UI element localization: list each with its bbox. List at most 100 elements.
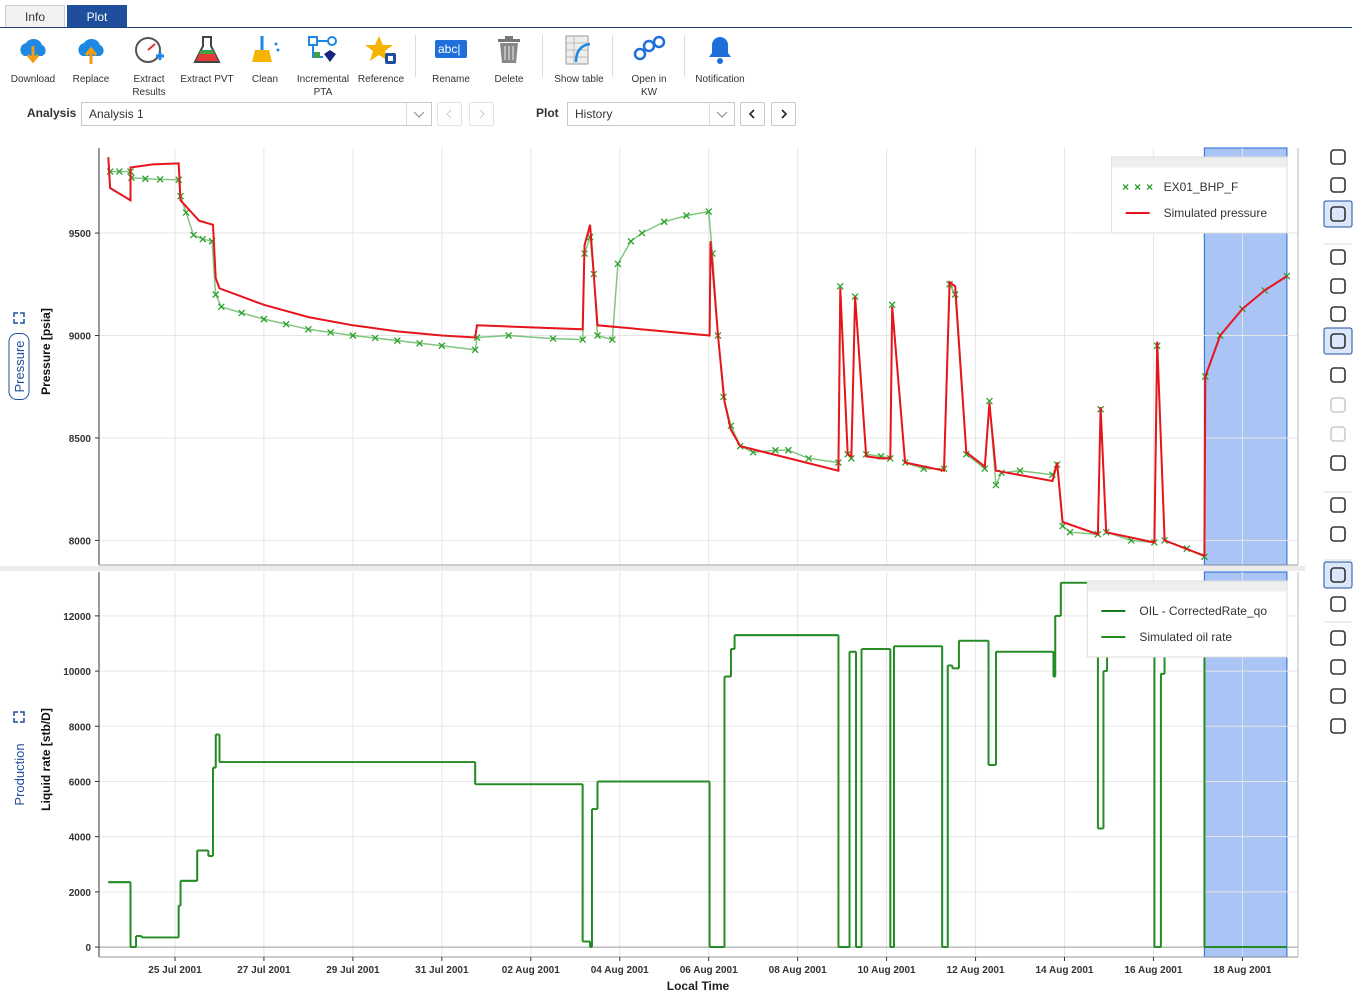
tool-button[interactable] xyxy=(1330,278,1346,294)
label: Rename xyxy=(432,74,470,85)
y-axis-title: Pressure [psia] xyxy=(39,308,53,395)
tool-glyph xyxy=(1330,367,1346,383)
toolbar-button[interactable]: Reference xyxy=(353,34,409,86)
toolbar-button[interactable]: Clean xyxy=(240,34,290,86)
marker xyxy=(416,339,424,347)
legend-header xyxy=(1112,157,1287,168)
tool-button[interactable] xyxy=(1323,327,1353,355)
y-tick-label: 9000 xyxy=(69,331,92,342)
panel-name[interactable]: Production xyxy=(12,743,27,805)
prev-button[interactable] xyxy=(740,102,765,126)
toolbar-button[interactable]: Show table xyxy=(551,34,607,86)
tool-button[interactable] xyxy=(1330,367,1346,383)
label: Extract PVT xyxy=(180,74,234,85)
x-tick-label: 08 Aug 2001 xyxy=(769,965,827,976)
plot-label: Plot xyxy=(536,106,559,120)
x-tick-label: 16 Aug 2001 xyxy=(1124,965,1182,976)
label: Extract Results xyxy=(132,74,166,98)
panel-button[interactable] xyxy=(8,332,30,401)
toolbar-button[interactable]: Delete xyxy=(481,34,537,86)
tool-button[interactable] xyxy=(1330,426,1346,442)
toolbar-button[interactable]: abc| Rename xyxy=(423,34,479,86)
toolbar-button[interactable]: Notification xyxy=(690,34,750,86)
marker xyxy=(784,446,792,454)
tool-glyph xyxy=(1330,526,1346,542)
icon xyxy=(135,37,164,63)
analysis-select[interactable]: Analysis 1 xyxy=(81,102,432,126)
icon xyxy=(498,36,520,63)
separator xyxy=(612,35,613,77)
tab[interactable]: Info xyxy=(5,5,65,27)
tool-glyph xyxy=(1330,567,1346,583)
tool-glyph xyxy=(1330,455,1346,471)
tool-button[interactable] xyxy=(1330,249,1346,265)
svg-text:abc|: abc| xyxy=(438,42,460,56)
tool-button[interactable] xyxy=(1330,688,1346,704)
icon xyxy=(308,36,337,62)
tool-button[interactable] xyxy=(1330,497,1346,513)
toolbar-button[interactable]: Open in KW xyxy=(627,34,671,99)
label: Notification xyxy=(695,74,745,85)
y-tick-label: 0 xyxy=(85,943,91,954)
next-button[interactable] xyxy=(771,102,796,126)
tool-button[interactable] xyxy=(1330,659,1346,675)
expand-icon[interactable] xyxy=(13,711,25,723)
marker xyxy=(156,175,164,183)
tool-glyph xyxy=(1330,306,1346,322)
x-tick-label: 04 Aug 2001 xyxy=(591,965,649,976)
marker xyxy=(282,320,290,328)
marker xyxy=(1059,522,1067,530)
legend-header xyxy=(1087,581,1287,592)
panel-name[interactable]: Pressure xyxy=(12,340,27,392)
tool-button[interactable] xyxy=(1330,718,1346,734)
tool-button[interactable] xyxy=(1323,200,1353,228)
marker xyxy=(705,208,713,215)
toolbar-button[interactable]: Replace xyxy=(63,34,119,86)
marker xyxy=(682,212,690,220)
tab-selected[interactable]: Plot xyxy=(67,5,127,27)
next-button[interactable] xyxy=(469,102,494,126)
marker xyxy=(888,301,896,309)
tool-button[interactable] xyxy=(1330,177,1346,193)
icon xyxy=(565,35,591,65)
y-tick-label: 4000 xyxy=(69,833,92,844)
marker xyxy=(805,454,813,462)
tool-button[interactable] xyxy=(1330,630,1346,646)
label: Incremental PTA xyxy=(296,74,350,98)
tool-glyph xyxy=(1330,177,1346,193)
y-tick-label: 2000 xyxy=(69,888,92,899)
tool-glyph xyxy=(1330,659,1346,675)
x-tick-label: 18 Aug 2001 xyxy=(1213,965,1271,976)
toolbar-button[interactable]: Incremental PTA xyxy=(295,34,351,99)
tool-button[interactable] xyxy=(1330,149,1346,165)
y-tick-label: 6000 xyxy=(69,777,92,788)
toolbar-button[interactable]: Extract Results xyxy=(124,34,174,99)
icon: abc| xyxy=(435,40,467,58)
label: Download xyxy=(10,74,56,85)
toolbar-button[interactable]: Download xyxy=(5,34,61,86)
label: Open in KW xyxy=(631,74,667,98)
marker xyxy=(614,260,622,268)
prev-button[interactable] xyxy=(437,102,462,126)
tool-button[interactable] xyxy=(1330,526,1346,542)
tool-glyph xyxy=(1330,333,1346,349)
tool-button[interactable] xyxy=(1330,455,1346,471)
icon xyxy=(365,36,396,64)
tool-button[interactable] xyxy=(1330,596,1346,612)
marker xyxy=(1016,467,1024,475)
toolbar-button[interactable]: Extract PVT xyxy=(179,34,235,86)
tool-button[interactable] xyxy=(1323,561,1353,589)
x-tick-label: 31 Jul 2001 xyxy=(415,965,469,976)
plot-select[interactable]: History xyxy=(567,102,735,126)
expand-icon[interactable] xyxy=(13,312,25,324)
x-axis-title: Local Time xyxy=(667,979,730,993)
tool-button[interactable] xyxy=(1330,306,1346,322)
y-axis-title: Liquid rate [stb/D] xyxy=(39,708,53,811)
tool-frame xyxy=(1323,561,1353,589)
tool-button[interactable] xyxy=(1330,397,1346,413)
marker xyxy=(371,334,379,342)
marker xyxy=(962,450,970,458)
select-value: Analysis 1 xyxy=(89,107,144,121)
legend: EX01_BHP_F Simulated pressure xyxy=(1111,156,1288,234)
